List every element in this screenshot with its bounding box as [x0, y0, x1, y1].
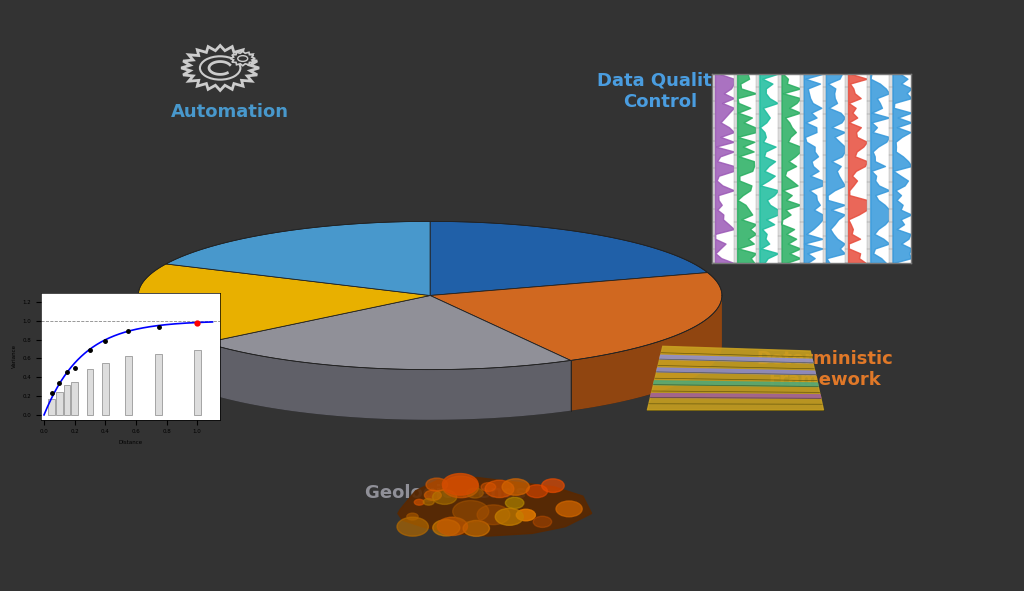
Bar: [756, 74, 760, 263]
Circle shape: [556, 501, 583, 517]
Bar: [125, 356, 132, 415]
Circle shape: [424, 490, 441, 501]
Polygon shape: [138, 296, 205, 393]
Bar: [801, 74, 804, 263]
Y-axis label: Variance: Variance: [12, 344, 17, 368]
Ellipse shape: [138, 272, 722, 420]
Polygon shape: [647, 346, 823, 410]
Polygon shape: [230, 51, 255, 66]
Circle shape: [397, 517, 428, 536]
Circle shape: [442, 473, 478, 495]
Circle shape: [542, 479, 564, 492]
Circle shape: [200, 56, 241, 80]
Circle shape: [463, 521, 489, 537]
Bar: [889, 74, 893, 263]
Text: Data Quality
Control: Data Quality Control: [597, 72, 724, 111]
Circle shape: [238, 56, 248, 61]
Text: Automation: Automation: [171, 103, 290, 121]
Circle shape: [433, 519, 460, 536]
Polygon shape: [205, 296, 570, 369]
Bar: [72, 382, 78, 415]
Bar: [48, 400, 55, 415]
Polygon shape: [659, 355, 813, 363]
Bar: [86, 369, 93, 415]
Bar: [101, 363, 109, 415]
Bar: [734, 74, 737, 263]
Polygon shape: [650, 394, 821, 398]
Bar: [63, 385, 71, 415]
Polygon shape: [398, 478, 592, 536]
Circle shape: [481, 483, 496, 492]
Polygon shape: [656, 368, 815, 375]
Circle shape: [423, 498, 434, 505]
Circle shape: [526, 485, 548, 498]
Circle shape: [467, 488, 483, 498]
Circle shape: [506, 498, 524, 508]
Polygon shape: [430, 272, 722, 361]
Bar: [845, 74, 848, 263]
Text: Spatial
Variance: Spatial Variance: [58, 326, 146, 365]
Bar: [712, 74, 715, 263]
Bar: [778, 74, 781, 263]
Polygon shape: [653, 381, 818, 387]
Circle shape: [516, 509, 536, 521]
Circle shape: [485, 480, 514, 498]
Polygon shape: [205, 343, 570, 420]
Polygon shape: [430, 222, 708, 296]
Polygon shape: [181, 46, 259, 90]
Circle shape: [453, 501, 488, 522]
Circle shape: [442, 476, 478, 498]
Circle shape: [496, 508, 523, 525]
Circle shape: [415, 499, 424, 505]
Text: Geologic Trends: Geologic Trends: [365, 485, 526, 502]
Circle shape: [432, 490, 457, 504]
Text: Deterministic
Framework: Deterministic Framework: [756, 350, 893, 389]
Bar: [194, 350, 201, 415]
Polygon shape: [166, 222, 430, 296]
Circle shape: [477, 505, 510, 525]
Bar: [822, 74, 826, 263]
Polygon shape: [570, 296, 722, 411]
Polygon shape: [138, 264, 430, 343]
Bar: [867, 74, 870, 263]
Circle shape: [502, 479, 529, 495]
Bar: [156, 353, 163, 415]
Circle shape: [407, 513, 418, 520]
Circle shape: [437, 517, 468, 535]
Circle shape: [426, 478, 447, 491]
X-axis label: Distance: Distance: [119, 440, 142, 445]
Circle shape: [534, 517, 552, 527]
Bar: [56, 392, 62, 415]
